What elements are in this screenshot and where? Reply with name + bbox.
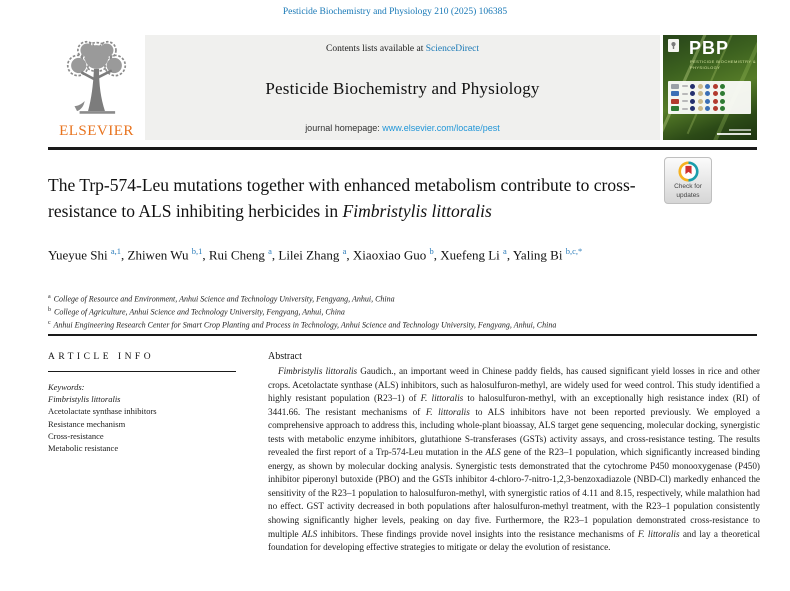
abstract-heading: Abstract [268,351,302,362]
badge-label: Check for updates [674,183,702,199]
cover-elsevier-mini-logo [668,39,679,52]
keyword-item: Fimbristylis littoralis [48,394,121,405]
elsevier-wordmark: ELSEVIER [59,123,134,139]
author-name: Lilei Zhang [278,247,343,263]
affiliation-item: a College of Resource and Environment, A… [48,294,395,304]
homepage-link[interactable]: www.elsevier.com/locate/pest [382,123,500,133]
abstract-text: Fimbristylis littoralis Gaudich., an imp… [268,366,761,553]
cover-footer-decoration [717,133,751,135]
author-affiliation-ref: b [429,246,434,256]
cover-figure-grid [668,81,751,114]
author-affiliation-ref: b,1 [191,246,203,256]
author-name: Xuefeng Li [440,247,504,263]
author-name: Yaling Bi [512,247,566,263]
author-affiliation-ref: a [268,246,272,256]
author-name: Yueyue Shi [48,247,111,263]
elsevier-tree-icon [66,40,127,114]
keyword-item: Acetolactate synthase inhibitors [48,406,157,417]
author-name: Zhiwen Wu [127,247,192,263]
keyword-item: Resistance mechanism [48,418,126,429]
author-affiliation-ref: b,c,* [565,246,583,256]
cover-journal-subtitle: PESTICIDE BIOCHEMISTRY & PHYSIOLOGY [690,59,756,70]
contents-prefix: Contents lists available at [325,44,426,54]
author-name: Xiaoxiao Guo [352,247,430,263]
homepage-line: journal homepage: www.elsevier.com/locat… [305,123,500,133]
author-name: Rui Cheng [208,247,269,263]
journal-header: ELSEVIER Contents lists available at Sci… [48,35,757,140]
journal-banner: Contents lists available at ScienceDirec… [145,35,660,140]
sciencedirect-link[interactable]: ScienceDirect [425,44,479,54]
author-affiliation-ref: a [342,246,347,256]
article-info-rule [48,371,236,372]
crossmark-icon [677,161,699,182]
header-divider [48,147,757,150]
affiliation-item: b College of Agriculture, Anhui Science … [48,307,345,317]
affiliation-item: c Anhui Engineering Research Center for … [48,320,557,330]
cover-footer-decoration [729,129,751,131]
author-affiliation-ref: a [503,246,507,256]
check-for-updates-badge[interactable]: Check for updates [664,157,712,204]
elsevier-logo: ELSEVIER [48,35,145,140]
abstract-column: Abstract Fimbristylis littoralis Gaudich… [268,351,760,555]
journal-citation: Pesticide Biochemistry and Physiology 21… [282,7,508,17]
author-list: Yueyue Shi a,1, Zhiwen Wu b,1, Rui Cheng… [48,246,583,263]
journal-title: Pesticide Biochemistry and Physiology [265,78,540,98]
keywords-block: Keywords: Fimbristylis littoralis Acetola… [48,381,238,454]
keywords-label: Keywords: [48,382,85,392]
article-info-column: ARTICLE INFO Keywords: Fimbristylis litt… [48,352,238,454]
article-info-heading: ARTICLE INFO [48,352,155,362]
keyword-items: Fimbristylis littoralis Acetolactate synt… [48,393,238,454]
keyword-item: Metabolic resistance [48,443,119,454]
author-affiliation-ref: a,1 [110,246,121,256]
keyword-item: Cross-resistance [48,430,104,441]
contents-line: Contents lists available at ScienceDirec… [326,44,479,54]
section-divider [48,334,757,336]
affiliation-list: a College of Resource and Environment, A… [48,292,748,331]
cover-journal-initials: PBP [689,38,730,58]
article-title: The Trp-574-Leu mutations together with … [48,175,636,221]
homepage-prefix: journal homepage: [305,123,383,133]
journal-cover-thumbnail[interactable]: PBP PESTICIDE BIOCHEMISTRY & PHYSIOLOGY [663,35,757,140]
